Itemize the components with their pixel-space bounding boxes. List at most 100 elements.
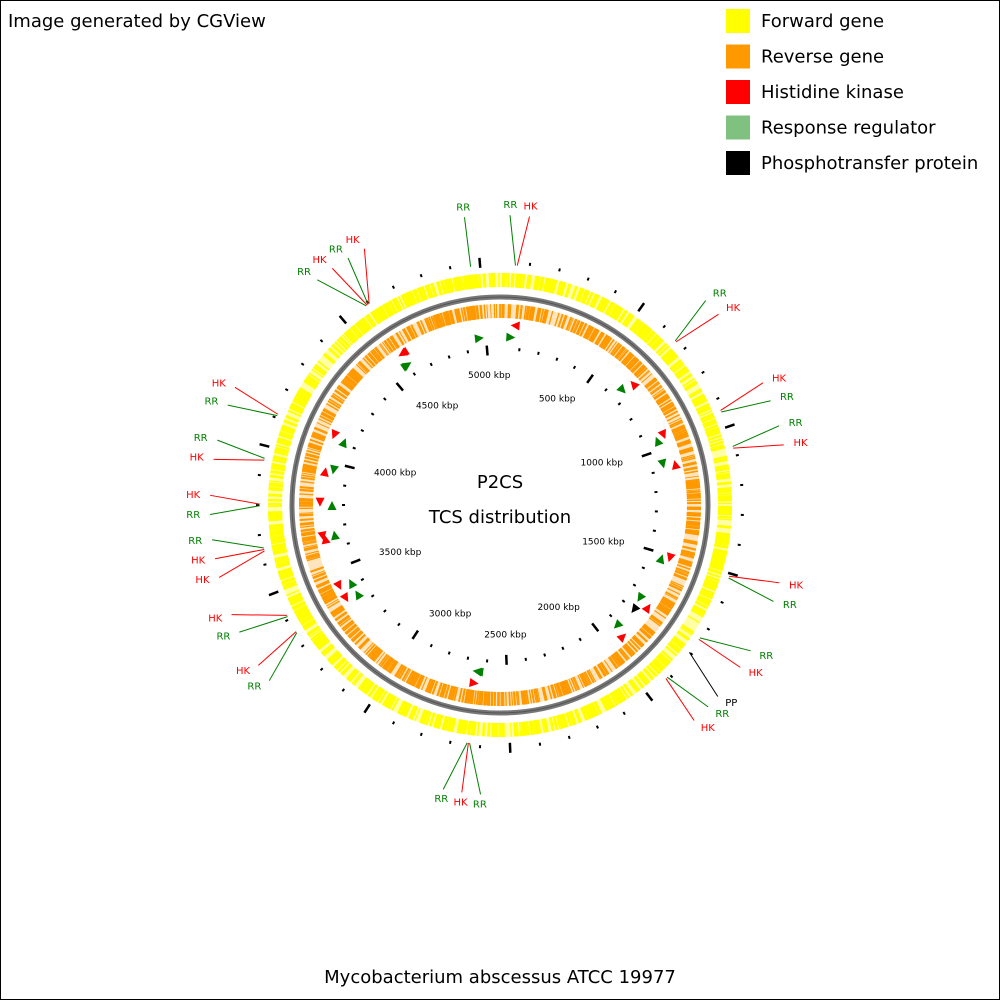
reverse-gene <box>512 691 517 706</box>
reverse-gene <box>677 560 692 568</box>
reverse-gene <box>610 654 621 667</box>
forward-gene <box>440 280 447 295</box>
forward-gene <box>448 278 455 293</box>
forward-gene <box>646 665 657 678</box>
feature-label: RR <box>473 799 487 810</box>
forward-gene <box>422 710 430 725</box>
minor-tick <box>419 273 423 278</box>
reverse-gene <box>336 387 349 397</box>
forward-gene <box>639 326 651 340</box>
forward-gene <box>620 685 630 699</box>
forward-gene <box>327 650 340 662</box>
tcs-marker <box>631 603 641 613</box>
reverse-gene <box>315 580 330 588</box>
forward-gene <box>294 394 309 404</box>
forward-gene <box>525 274 530 289</box>
forward-gene <box>655 342 668 355</box>
forward-gene <box>282 581 297 589</box>
reverse-gene <box>308 442 323 450</box>
reverse-gene <box>371 648 382 661</box>
reverse-gene <box>610 342 620 355</box>
forward-gene <box>606 302 616 316</box>
reverse-gene <box>650 385 663 396</box>
reverse-gene <box>568 678 575 693</box>
reverse-gene <box>617 648 629 661</box>
reverse-gene <box>643 623 656 634</box>
reverse-gene <box>447 310 452 325</box>
reverse-gene <box>608 341 618 354</box>
forward-gene <box>632 320 644 334</box>
forward-gene <box>701 415 716 424</box>
forward-gene <box>617 309 628 323</box>
reverse-gene <box>683 467 698 472</box>
forward-gene <box>268 517 283 520</box>
legend-swatch <box>726 9 750 33</box>
forward-gene <box>385 301 395 316</box>
reverse-gene <box>591 329 600 343</box>
reverse-gene <box>619 647 630 660</box>
forward-gene <box>612 690 622 704</box>
reverse-gene <box>359 638 371 650</box>
forward-gene <box>706 430 721 438</box>
reverse-gene <box>543 309 549 324</box>
forward-gene <box>473 274 478 289</box>
forward-gene <box>337 660 350 673</box>
reverse-gene <box>316 422 330 429</box>
reverse-gene <box>575 321 583 335</box>
reverse-gene <box>673 573 688 581</box>
tcs-marker <box>399 346 410 356</box>
forward-gene <box>274 446 290 453</box>
reverse-gene <box>628 358 640 371</box>
forward-gene <box>329 652 341 664</box>
forward-gene <box>345 330 357 343</box>
tcs-marker <box>616 383 626 394</box>
reverse-gene <box>326 402 339 412</box>
forward-gene <box>276 438 292 446</box>
reverse-gene <box>344 623 357 635</box>
forward-gene <box>295 607 309 616</box>
reverse-gene <box>673 431 688 439</box>
reverse-gene <box>572 319 579 333</box>
feature-leader <box>268 632 298 681</box>
forward-gene <box>717 518 732 521</box>
major-tick <box>645 692 654 702</box>
forward-gene <box>538 276 544 291</box>
reverse-gene <box>577 321 585 336</box>
forward-gene <box>614 307 624 321</box>
forward-gene <box>348 670 360 683</box>
minor-tick <box>558 268 561 272</box>
forward-gene <box>302 619 317 630</box>
forward-gene <box>273 451 288 457</box>
feature-label: RR <box>759 651 773 662</box>
forward-gene <box>672 363 685 374</box>
reverse-gene <box>460 307 465 322</box>
reverse-gene <box>658 399 672 408</box>
tcs-marker <box>474 334 484 344</box>
forward-gene <box>409 705 418 720</box>
forward-gene <box>268 486 283 490</box>
reverse-gene <box>470 690 475 705</box>
reverse-gene <box>666 414 680 422</box>
reverse-gene <box>300 530 316 535</box>
reverse-gene <box>410 672 420 687</box>
forward-gene <box>388 696 397 710</box>
reverse-gene <box>595 332 605 346</box>
feature-label: RR <box>297 267 311 278</box>
forward-gene <box>428 712 435 727</box>
reverse-gene <box>379 343 389 356</box>
reverse-gene <box>323 407 337 416</box>
forward-gene <box>345 667 357 680</box>
reverse-gene <box>550 684 556 699</box>
reverse-gene <box>613 652 625 665</box>
feature-leader <box>732 425 780 447</box>
forward-gene <box>419 286 426 301</box>
forward-gene <box>553 716 559 730</box>
major-tick <box>478 257 482 268</box>
forward-gene <box>311 632 325 643</box>
reverse-gene <box>605 338 615 352</box>
reverse-gene <box>300 527 315 532</box>
forward-gene <box>336 338 349 351</box>
forward-gene <box>636 324 647 336</box>
feature-label: HK <box>749 668 764 679</box>
